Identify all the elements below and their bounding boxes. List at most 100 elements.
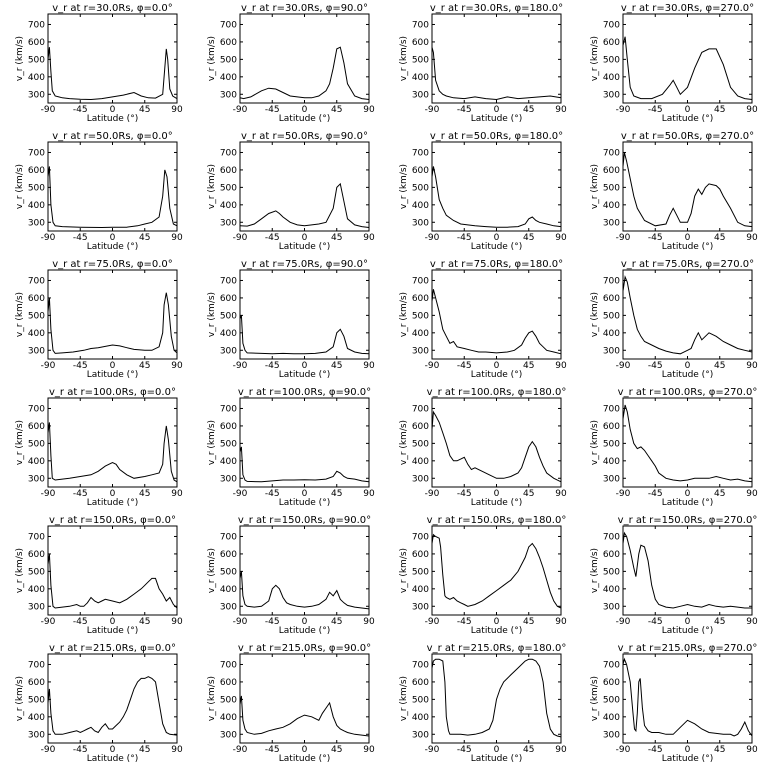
- x-tick-label: 45: [139, 745, 150, 755]
- x-tick-label: 45: [331, 233, 342, 243]
- x-tick-label: -45: [265, 361, 280, 371]
- x-axis-label: Latitude (°): [87, 498, 138, 508]
- y-tick-label: 300: [28, 730, 45, 740]
- x-tick-label: -45: [265, 489, 280, 499]
- x-tick-label: -45: [648, 745, 663, 755]
- y-tick-label: 700: [412, 532, 429, 542]
- x-tick-label: 45: [139, 105, 150, 115]
- x-tick-label: -90: [616, 233, 631, 243]
- y-tick-label: 600: [28, 38, 45, 48]
- y-tick-label: 700: [603, 276, 620, 286]
- y-tick-label: 300: [220, 218, 237, 228]
- x-tick-label: 45: [139, 361, 150, 371]
- y-tick-label: 700: [603, 148, 620, 158]
- y-tick-label: 700: [28, 660, 45, 670]
- y-tick-label: 700: [412, 276, 429, 286]
- y-axis-label: v_r (km/s): [15, 420, 25, 465]
- plot-frame: [47, 525, 178, 616]
- plot-frame: [622, 525, 753, 616]
- y-tick-label: 400: [220, 201, 237, 211]
- x-tick-label: 0: [685, 233, 691, 243]
- y-tick-label: 600: [412, 38, 429, 48]
- y-axis-label: v_r (km/s): [207, 36, 217, 81]
- panel-title: v_r at r=75.0Rs, φ=90.0°: [241, 259, 368, 270]
- x-tick-label: 90: [171, 489, 183, 499]
- panel-title: v_r at r=150.0Rs, φ=180.0°: [427, 515, 567, 526]
- y-tick-label: 700: [603, 404, 620, 414]
- series-line: [239, 446, 370, 483]
- x-tick-label: 90: [171, 617, 183, 627]
- y-tick-label: 600: [220, 422, 237, 432]
- y-axis-label: v_r (km/s): [207, 548, 217, 593]
- x-tick-label: 45: [523, 745, 534, 755]
- x-tick-label: 90: [171, 361, 183, 371]
- x-tick-label: 90: [746, 233, 758, 243]
- x-tick-label: -90: [41, 361, 56, 371]
- y-tick-label: 500: [412, 567, 429, 577]
- x-axis-label: Latitude (°): [279, 370, 330, 380]
- x-tick-label: 0: [494, 105, 500, 115]
- x-tick-label: -90: [233, 233, 248, 243]
- x-tick-label: 0: [110, 745, 116, 755]
- panel-title: v_r at r=30.0Rs, φ=0.0°: [52, 3, 173, 14]
- x-tick-label: -45: [648, 105, 663, 115]
- y-tick-label: 500: [603, 567, 620, 577]
- y-axis-label: v_r (km/s): [207, 420, 217, 465]
- x-tick-label: 90: [746, 745, 758, 755]
- x-tick-label: 45: [714, 233, 725, 243]
- series-line: [239, 182, 370, 228]
- y-axis-label: v_r (km/s): [399, 420, 409, 465]
- x-axis-label: Latitude (°): [87, 754, 138, 764]
- y-tick-label: 500: [220, 311, 237, 321]
- y-axis-label: v_r (km/s): [399, 548, 409, 593]
- x-tick-label: 0: [110, 617, 116, 627]
- y-axis-label: v_r (km/s): [15, 548, 25, 593]
- y-tick-label: 500: [28, 695, 45, 705]
- series-line: [47, 47, 178, 101]
- x-tick-label: 0: [110, 105, 116, 115]
- y-tick-label: 500: [603, 439, 620, 449]
- x-tick-label: -90: [41, 489, 56, 499]
- x-tick-label: 0: [494, 745, 500, 755]
- x-tick-label: 45: [714, 745, 725, 755]
- y-tick-label: 400: [220, 73, 237, 83]
- x-axis-label: Latitude (°): [662, 242, 713, 252]
- x-tick-label: -90: [425, 489, 440, 499]
- y-axis-label: v_r (km/s): [15, 292, 25, 337]
- y-tick-label: 700: [28, 404, 45, 414]
- y-tick-label: 300: [28, 602, 45, 612]
- x-tick-label: 0: [302, 233, 308, 243]
- y-tick-label: 500: [28, 311, 45, 321]
- panel-title: v_r at r=150.0Rs, φ=90.0°: [238, 515, 371, 526]
- y-tick-label: 400: [28, 713, 45, 723]
- x-tick-label: 90: [363, 489, 375, 499]
- series-line: [47, 553, 178, 609]
- y-axis-label: v_r (km/s): [399, 676, 409, 721]
- x-tick-label: 45: [331, 105, 342, 115]
- x-tick-label: 45: [523, 489, 534, 499]
- y-tick-label: 400: [28, 329, 45, 339]
- x-tick-label: 45: [139, 617, 150, 627]
- plot-frame: [622, 653, 753, 744]
- y-axis-label: v_r (km/s): [399, 36, 409, 81]
- y-tick-label: 400: [220, 713, 237, 723]
- y-tick-label: 500: [220, 183, 237, 193]
- y-tick-label: 600: [220, 678, 237, 688]
- panel-title: v_r at r=50.0Rs, φ=90.0°: [241, 131, 368, 142]
- y-tick-label: 600: [28, 678, 45, 688]
- x-axis-label: Latitude (°): [662, 626, 713, 636]
- x-tick-label: 0: [302, 105, 308, 115]
- x-tick-label: 45: [714, 361, 725, 371]
- y-axis-label: v_r (km/s): [207, 676, 217, 721]
- x-tick-label: 0: [110, 233, 116, 243]
- y-tick-label: 700: [220, 148, 237, 158]
- plot-frame: [431, 13, 562, 104]
- x-tick-label: -90: [425, 361, 440, 371]
- x-axis-label: Latitude (°): [662, 370, 713, 380]
- y-tick-label: 300: [412, 346, 429, 356]
- series-line: [622, 657, 753, 737]
- x-tick-label: -90: [233, 361, 248, 371]
- y-tick-label: 700: [412, 148, 429, 158]
- y-tick-label: 300: [603, 474, 620, 484]
- x-tick-label: 90: [363, 233, 375, 243]
